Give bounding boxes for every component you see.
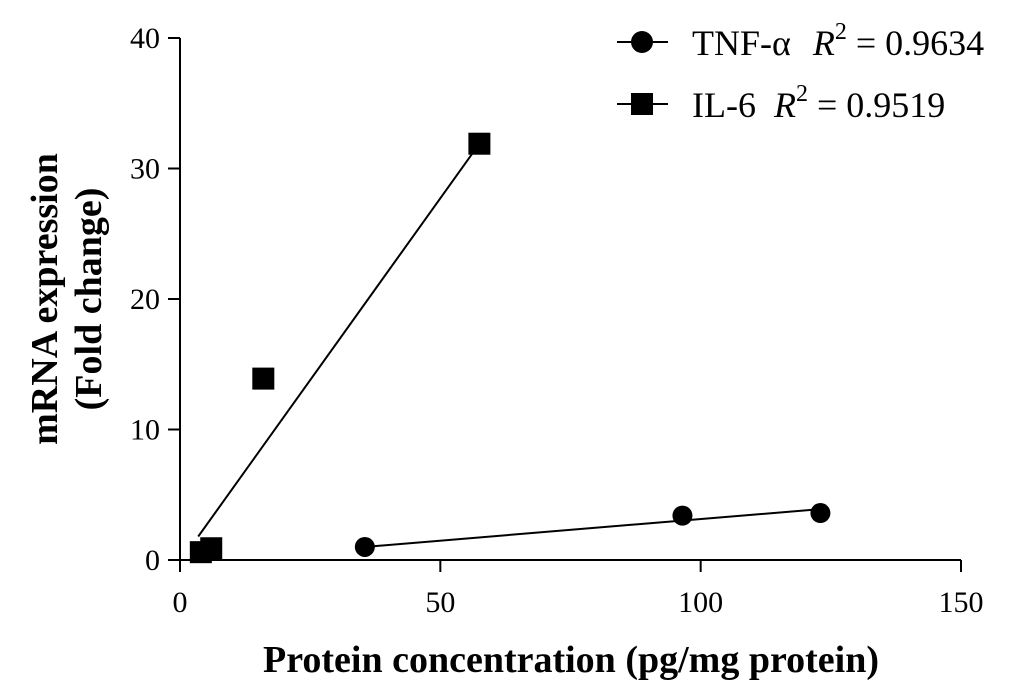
x-tick-label: 50 <box>425 586 455 619</box>
legend-r2-value-il6: 0.9519 <box>846 85 945 125</box>
axes: 0 10 20 30 40 0 50 100 150 <box>130 22 984 619</box>
fit-line-series-1 <box>197 143 481 538</box>
y-tick-label: 40 <box>130 22 160 55</box>
legend-marker-square <box>631 93 653 115</box>
data-point-series-0-2 <box>810 503 831 524</box>
y-tick-label: 30 <box>130 153 160 186</box>
legend-r2-value-tnf: 0.9634 <box>885 23 984 63</box>
legend-r-exponent-il6: 2 <box>796 81 808 107</box>
legend-equals-tnf: = <box>847 23 885 63</box>
legend-series-name-il6: IL-6 <box>692 85 756 125</box>
x-tick-label: 100 <box>678 586 723 619</box>
data-point-series-1-3 <box>468 132 491 155</box>
legend-r-symbol-il6: R <box>773 85 796 125</box>
fit-line-series-0 <box>364 508 821 548</box>
x-ticks: 0 50 100 150 <box>173 560 984 619</box>
legend-series-name-tnf: TNF-α <box>692 23 791 63</box>
legend: TNF-α R2 = 0.9634 IL-6 R2 = 0.9519 <box>617 19 984 125</box>
data-point-series-0-1 <box>672 505 693 526</box>
legend-label-tnf: TNF-α R2 = 0.9634 <box>692 19 984 63</box>
data-point-series-1-1 <box>200 537 223 560</box>
x-axis-title: Protein concentration (pg/mg protein) <box>263 639 879 681</box>
y-tick-label: 0 <box>145 544 160 577</box>
y-axis-title: mRNA expression (Fold change) <box>24 153 110 445</box>
data-markers <box>189 132 831 564</box>
y-tick-label: 10 <box>130 414 160 447</box>
x-tick-label: 0 <box>173 586 188 619</box>
fit-lines <box>197 143 821 548</box>
legend-equals-il6: = <box>808 85 846 125</box>
y-axis-title-line-2: (Fold change) <box>68 188 110 411</box>
y-tick-label: 20 <box>130 283 160 316</box>
y-ticks: 0 10 20 30 40 <box>130 22 180 577</box>
legend-entry-il6: IL-6 R2 = 0.9519 <box>617 81 945 125</box>
legend-entry-tnf: TNF-α R2 = 0.9634 <box>617 19 984 63</box>
x-tick-label: 150 <box>939 586 984 619</box>
legend-label-il6: IL-6 R2 = 0.9519 <box>692 81 945 125</box>
legend-r-symbol-tnf: R <box>812 23 835 63</box>
data-point-series-1-2 <box>252 367 275 390</box>
data-point-series-0-0 <box>354 536 375 557</box>
legend-r-exponent-tnf: 2 <box>835 19 847 45</box>
y-axis-title-line-1: mRNA expression <box>24 153 66 445</box>
legend-marker-circle <box>631 31 653 53</box>
